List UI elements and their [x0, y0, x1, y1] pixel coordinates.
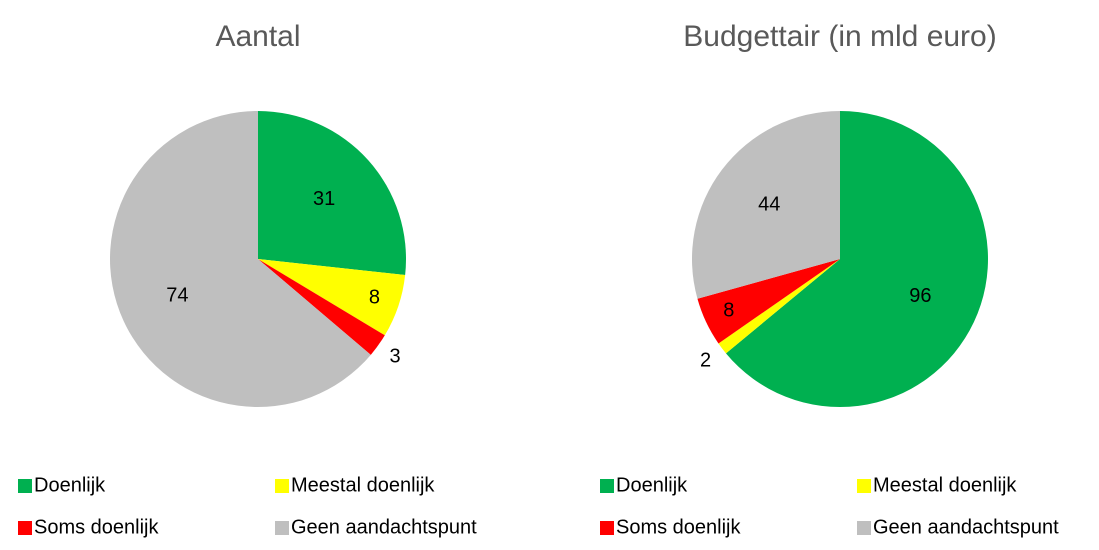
- data-label: 96: [909, 285, 931, 307]
- data-label: 31: [313, 188, 335, 210]
- legend-swatch: [857, 521, 871, 535]
- data-label: 8: [369, 287, 380, 309]
- legend-swatch: [275, 479, 289, 493]
- legend-label: Geen aandachtspunt: [291, 516, 477, 538]
- legend-swatch: [18, 521, 32, 535]
- legend-label: Doenlijk: [616, 474, 688, 496]
- legend-label: Doenlijk: [34, 474, 106, 496]
- legend-label: Soms doenlijk: [616, 516, 742, 538]
- chart-title: Budgettair (in mld euro): [683, 20, 996, 53]
- pie-slice: [258, 259, 406, 336]
- legend-label: Geen aandachtspunt: [873, 516, 1059, 538]
- data-label: 44: [758, 194, 780, 216]
- data-label: 74: [166, 285, 188, 307]
- pie-slice: [258, 111, 406, 276]
- legend-label: Meestal doenlijk: [873, 474, 1017, 496]
- pie-slice: [718, 259, 840, 354]
- legend-swatch: [600, 521, 614, 535]
- pie-slice: [110, 111, 371, 407]
- legend-swatch: [600, 479, 614, 493]
- legend-swatch: [857, 479, 871, 493]
- legend-swatch: [275, 521, 289, 535]
- data-label: 8: [723, 300, 734, 322]
- data-label: 3: [389, 346, 400, 368]
- pie-slice: [697, 259, 840, 344]
- chart-title: Aantal: [215, 20, 300, 53]
- data-label: 2: [700, 349, 711, 371]
- legend-swatch: [18, 479, 32, 493]
- legend-label: Soms doenlijk: [34, 516, 160, 538]
- pie-slice: [725, 111, 988, 408]
- pie-slice: [692, 111, 840, 299]
- pie-slice: [258, 259, 385, 355]
- legend-label: Meestal doenlijk: [291, 474, 435, 496]
